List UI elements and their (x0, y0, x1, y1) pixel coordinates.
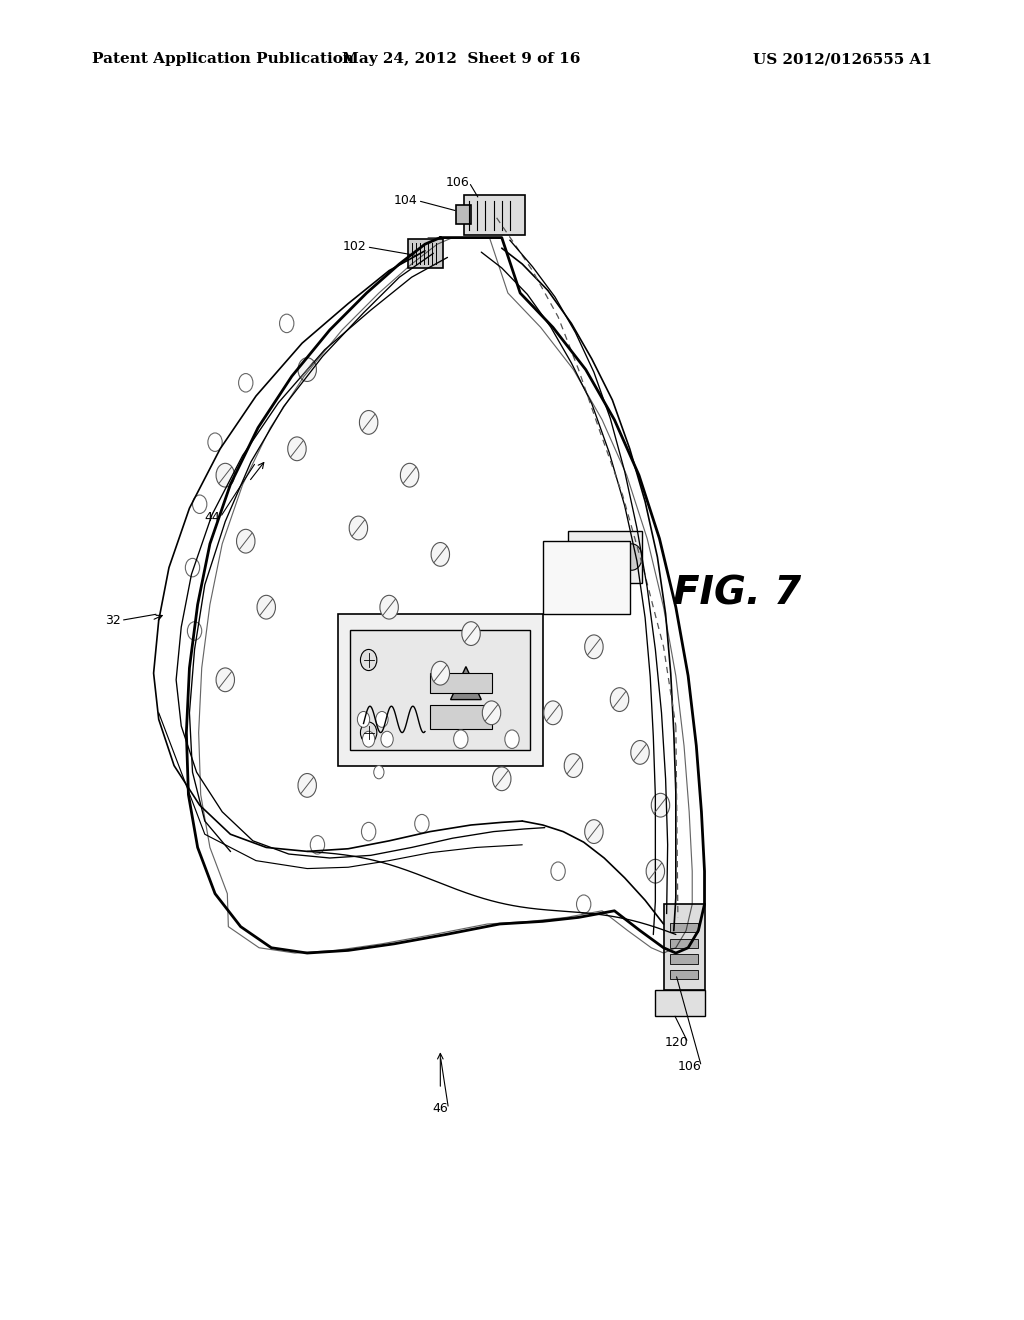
Circle shape (298, 774, 316, 797)
Circle shape (400, 463, 419, 487)
Circle shape (357, 711, 370, 727)
Circle shape (564, 754, 583, 777)
Circle shape (359, 411, 378, 434)
Circle shape (349, 516, 368, 540)
Circle shape (187, 622, 202, 640)
Circle shape (361, 822, 376, 841)
Circle shape (622, 544, 642, 570)
Circle shape (544, 701, 562, 725)
Circle shape (360, 722, 377, 743)
Circle shape (493, 767, 511, 791)
Circle shape (380, 595, 398, 619)
Bar (670, 939, 698, 948)
Bar (670, 923, 698, 932)
Text: 32: 32 (105, 614, 121, 627)
Circle shape (585, 635, 603, 659)
Text: 102: 102 (343, 240, 367, 253)
Circle shape (415, 814, 429, 833)
Circle shape (376, 711, 388, 727)
Text: 104: 104 (394, 194, 418, 207)
Circle shape (585, 820, 603, 843)
Bar (670, 970, 698, 979)
Text: Patent Application Publication: Patent Application Publication (92, 53, 354, 66)
Bar (670, 954, 698, 964)
Text: US 2012/0126555 A1: US 2012/0126555 A1 (753, 53, 932, 66)
Text: 106: 106 (678, 1060, 701, 1073)
Circle shape (362, 731, 375, 747)
Circle shape (454, 730, 468, 748)
Circle shape (646, 859, 665, 883)
Circle shape (257, 595, 275, 619)
Circle shape (360, 649, 377, 671)
Bar (568, 531, 642, 583)
Circle shape (631, 741, 649, 764)
Circle shape (237, 529, 255, 553)
Circle shape (577, 895, 591, 913)
Circle shape (462, 622, 480, 645)
Circle shape (551, 862, 565, 880)
Circle shape (381, 731, 393, 747)
Circle shape (431, 543, 450, 566)
Text: May 24, 2012  Sheet 9 of 16: May 24, 2012 Sheet 9 of 16 (342, 53, 580, 66)
Circle shape (482, 701, 501, 725)
Text: FIG. 7: FIG. 7 (673, 576, 802, 612)
Circle shape (216, 668, 234, 692)
Bar (350, 630, 530, 750)
Bar (430, 705, 492, 729)
Circle shape (431, 661, 450, 685)
Text: 46: 46 (433, 1102, 449, 1115)
Polygon shape (451, 667, 481, 700)
Circle shape (298, 358, 316, 381)
Bar (655, 990, 705, 1016)
Bar (456, 205, 471, 224)
Text: 106: 106 (445, 176, 469, 189)
Circle shape (185, 558, 200, 577)
Circle shape (505, 730, 519, 748)
Circle shape (216, 463, 234, 487)
Text: 44: 44 (205, 511, 220, 524)
Circle shape (208, 433, 222, 451)
Circle shape (193, 495, 207, 513)
Circle shape (239, 374, 253, 392)
Bar (543, 541, 630, 614)
Circle shape (280, 314, 294, 333)
FancyBboxPatch shape (408, 239, 443, 268)
Bar (664, 904, 705, 990)
Circle shape (374, 766, 384, 779)
Circle shape (651, 793, 670, 817)
Bar (430, 673, 492, 693)
Bar (577, 544, 607, 570)
FancyBboxPatch shape (464, 195, 525, 235)
Circle shape (310, 836, 325, 854)
Bar (338, 614, 543, 766)
Circle shape (610, 688, 629, 711)
Text: 120: 120 (665, 1036, 688, 1049)
Circle shape (288, 437, 306, 461)
